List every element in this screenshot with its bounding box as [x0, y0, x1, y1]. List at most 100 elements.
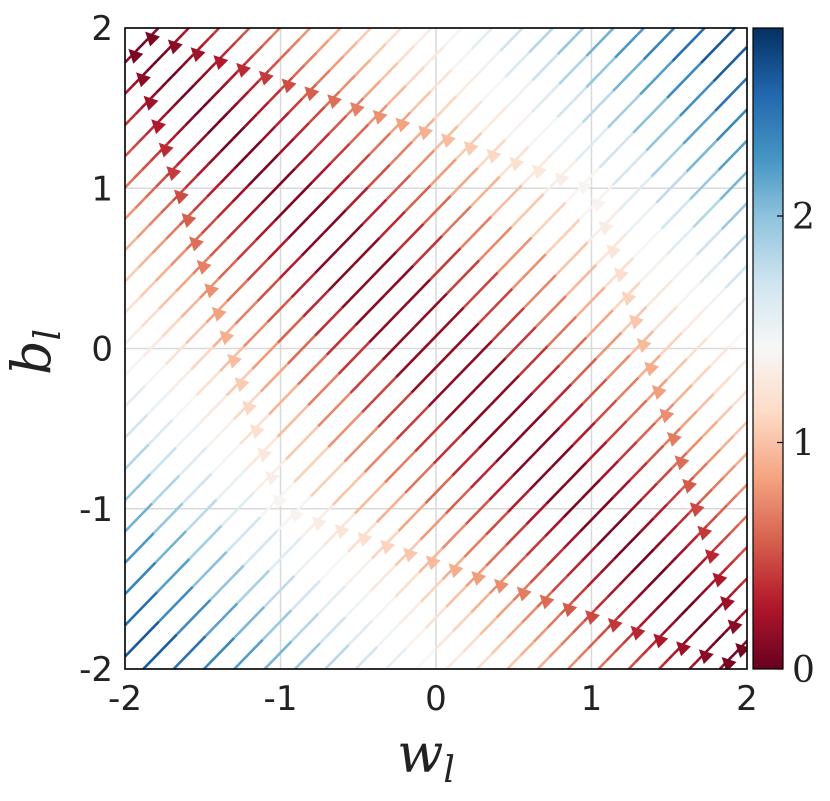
streamline-segment [195, 162, 210, 177]
streamline-segment [470, 28, 494, 50]
streamline-segment [585, 440, 608, 464]
streamline-segment [672, 384, 693, 405]
streamline-segment [712, 375, 732, 395]
streamline-segment [618, 572, 632, 587]
streamline-segment [149, 446, 177, 475]
streamline-arrow [666, 431, 682, 447]
streamline-arrow [204, 283, 220, 299]
streamline-segment [154, 264, 172, 282]
streamline-segment [384, 28, 403, 45]
streamline-segment [188, 524, 223, 560]
streamline-arrow [727, 619, 743, 635]
streamline-segment [241, 28, 251, 37]
streamline-segment [125, 207, 137, 220]
streamline-segment [142, 335, 164, 357]
streamline-segment [433, 630, 455, 651]
streamline-segment [175, 598, 212, 636]
streamline-segment [632, 96, 669, 134]
streamline-segment [565, 461, 588, 484]
streamline-segment [125, 148, 133, 158]
streamline-segment [556, 28, 585, 56]
streamline-arrow [166, 166, 182, 182]
streamline-segment [441, 523, 467, 550]
streamline-segment [139, 102, 147, 110]
streamline-segment [204, 602, 239, 638]
streamline-segment [693, 593, 702, 603]
streamline [125, 28, 494, 408]
streamline-segment [297, 353, 328, 386]
streamline-segment [125, 177, 135, 189]
streamline-segment [692, 198, 722, 229]
streamline [263, 171, 747, 669]
streamline-segment [210, 443, 242, 475]
streamline-segment [226, 279, 249, 303]
streamline-segment [175, 154, 188, 167]
streamline-segment [706, 514, 719, 527]
streamline-segment [699, 257, 725, 284]
streamline-segment [506, 488, 531, 514]
streamline-segment [511, 450, 538, 477]
streamline-segment [206, 122, 219, 135]
streamline [476, 389, 747, 669]
streamline-segment [606, 584, 621, 599]
streamline-segment [741, 643, 745, 647]
streamline-segment [134, 107, 142, 116]
streamline-segment [427, 372, 462, 408]
streamline-arrow [674, 455, 690, 471]
streamline-segment [193, 76, 203, 86]
streamline-segment [244, 53, 255, 65]
streamline-segment [341, 278, 371, 309]
streamline-segment [507, 554, 528, 576]
streamline-segment [605, 354, 631, 381]
streamline-segment [476, 652, 493, 669]
streamline-segment [459, 339, 494, 375]
streamline-arrow [304, 86, 320, 102]
streamline-segment [450, 48, 473, 71]
streamline-segment [147, 419, 174, 446]
streamline-segment [180, 30, 187, 37]
streamline-segment [682, 110, 717, 145]
streamline-segment [151, 474, 181, 505]
streamline-segment [480, 105, 508, 134]
streamline-segment [506, 654, 522, 669]
streamline-segment [200, 69, 209, 79]
streamline-arrow [721, 657, 737, 669]
streamline [172, 77, 747, 669]
streamline-segment [612, 478, 632, 498]
streamline-segment [314, 247, 340, 274]
streamline-segment [480, 76, 507, 103]
streamline-segment [356, 28, 372, 43]
streamline-segment [705, 316, 728, 340]
streamline-arrow [531, 164, 547, 180]
streamline-segment [234, 34, 244, 44]
streamline-segment [614, 28, 645, 59]
streamline-segment [196, 133, 209, 146]
streamline-segment [234, 300, 259, 325]
streamline-arrow [712, 572, 728, 588]
streamline-arrow [249, 424, 265, 439]
streamline-arrow [167, 39, 183, 55]
streamline-segment [445, 650, 465, 669]
streamline-segment [125, 591, 159, 627]
streamline-segment [151, 30, 156, 35]
streamline-arrow [334, 524, 350, 539]
streamline-segment [141, 307, 160, 328]
streamline-segment [344, 590, 372, 619]
streamline-segment [276, 404, 310, 438]
streamline-segment [585, 56, 617, 89]
streamline-segment [142, 633, 178, 669]
streamline-segment [470, 175, 501, 208]
streamline-segment [451, 447, 480, 477]
streamline-segment [567, 657, 579, 669]
streamline-segment [413, 28, 433, 47]
streamline-segment [720, 202, 747, 230]
streamline-segment [680, 309, 705, 334]
streamline-segment [546, 613, 562, 629]
streamline-segment [185, 498, 218, 533]
streamline-arrow [380, 539, 396, 555]
streamline-segment [638, 253, 668, 284]
streamline-arrow [704, 549, 720, 565]
streamline-segment [287, 97, 304, 114]
streamline-segment [720, 631, 726, 637]
